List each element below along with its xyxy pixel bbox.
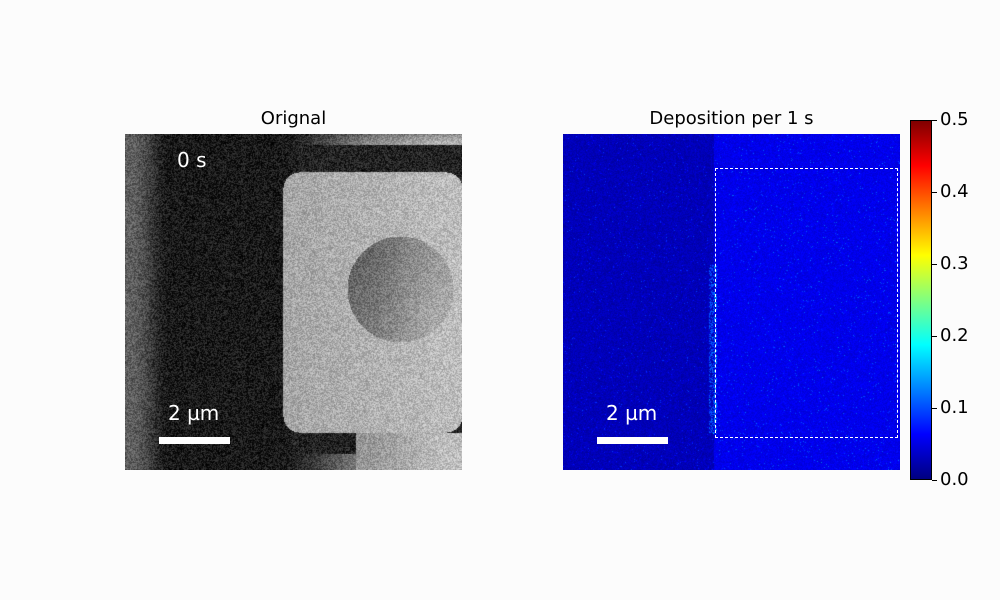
colorbar-tick-label: 0.1: [940, 399, 969, 417]
right-panel-title: Deposition per 1 s: [563, 108, 900, 129]
colorbar-tick: [932, 408, 937, 409]
colorbar-tick: [932, 336, 937, 337]
colorbar: [910, 120, 932, 480]
colorbar-tick-label: 0.3: [940, 255, 969, 273]
colorbar-tick-label: 0.5: [940, 111, 969, 129]
left-scale-label: 2 µm: [168, 401, 219, 425]
time-label: 0 s: [177, 148, 207, 172]
colorbar-tick: [932, 192, 937, 193]
colorbar-tick: [932, 480, 937, 481]
left-panel-title: Orignal: [125, 108, 462, 129]
colorbar-tick: [932, 264, 937, 265]
colorbar-tick-label: 0.4: [940, 183, 969, 201]
colorbar-tick-label: 0.0: [940, 471, 969, 489]
left-scale-bar: [159, 437, 230, 444]
right-scale-bar: [597, 437, 668, 444]
colorbar-tick-label: 0.2: [940, 327, 969, 345]
right-scale-label: 2 µm: [606, 401, 657, 425]
colorbar-tick: [932, 120, 937, 121]
roi-dashed-box: [715, 168, 898, 438]
